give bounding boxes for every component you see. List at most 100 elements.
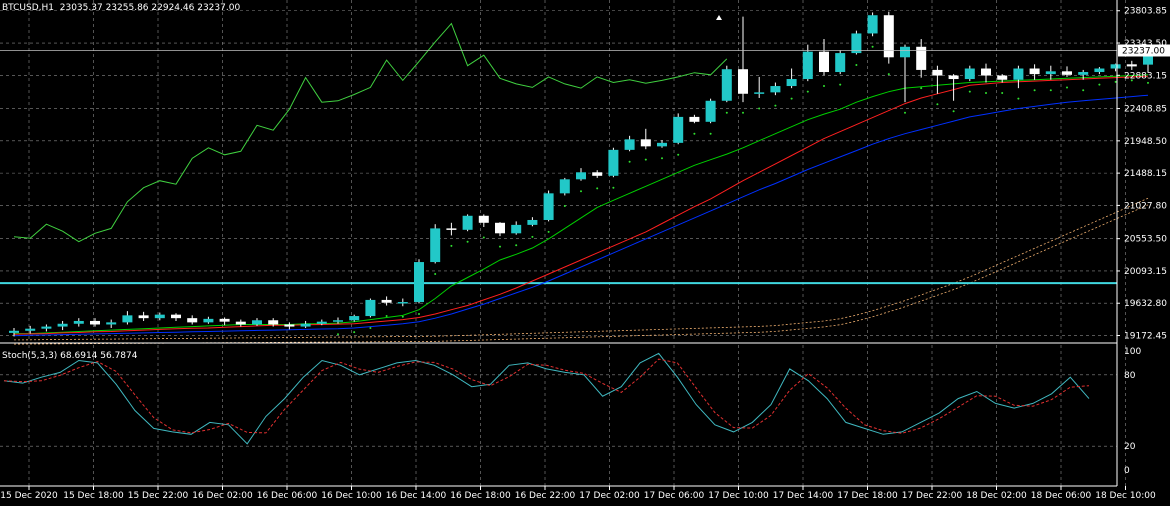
sar-dot-67: [1098, 83, 1101, 86]
candle-body-20: [333, 320, 343, 322]
candle-body-70: [1143, 50, 1153, 65]
sar-dot-54: [887, 73, 890, 76]
sar-dot-63: [1033, 89, 1036, 92]
sar-dot-57: [936, 103, 939, 106]
candle-body-3: [57, 323, 68, 327]
candle-body-55: [900, 46, 910, 58]
sar-dot-24: [401, 315, 404, 318]
x-tick-label-1: 15 Dec 18:00: [63, 491, 124, 501]
x-tick-label-15: 18 Dec 02:00: [966, 491, 1027, 501]
x-tick-label-17: 18 Dec 10:00: [1095, 491, 1156, 501]
sar-dot-68: [1114, 80, 1117, 83]
ma-mid-line: [13, 75, 1149, 335]
candle-body-57: [932, 69, 943, 76]
sar-dot-49: [806, 90, 809, 93]
candle-body-8: [138, 315, 149, 319]
sar-dot-46: [758, 107, 761, 110]
open-value: 23035.37: [59, 3, 103, 13]
sar-dot-40: [661, 157, 663, 160]
candle-body-22: [365, 299, 376, 317]
candle-body-65: [1062, 71, 1072, 75]
candle-body-51: [835, 53, 846, 73]
candle-body-45: [738, 69, 748, 94]
sar-dot-37: [612, 186, 615, 189]
candle-body-26: [430, 228, 441, 263]
sar-dot-44: [725, 111, 728, 114]
sar-dot-26: [434, 272, 437, 275]
candle-body-35: [576, 172, 586, 180]
x-tick-label-12: 17 Dec 14:00: [773, 491, 834, 501]
x-tick-label-5: 16 Dec 10:00: [321, 491, 382, 501]
x-tick-label-6: 16 Dec 14:00: [386, 491, 447, 501]
sar-dot-21: [353, 331, 356, 334]
x-tick-label-4: 16 Dec 06:00: [257, 491, 318, 501]
sar-dot-48: [790, 97, 793, 100]
x-tick-label-13: 17 Dec 18:00: [837, 491, 898, 501]
sar-dot-52: [855, 64, 858, 67]
sar-dot-58: [952, 110, 955, 113]
osc-tick-label-2: 20: [1124, 442, 1136, 452]
candle-body-16: [268, 320, 279, 325]
osc-tick-label-1: 80: [1124, 371, 1136, 381]
sar-dot-30: [499, 245, 501, 248]
sar-dot-56: [920, 87, 923, 90]
candle-body-9: [154, 314, 165, 319]
candle-body-19: [316, 321, 327, 324]
sar-dot-35: [580, 190, 582, 193]
candle-body-52: [851, 33, 862, 54]
sar-dot-69: [1130, 79, 1133, 82]
candle-body-0: [9, 330, 19, 333]
candle-body-23: [381, 299, 392, 303]
shift-marker-icon[interactable]: [716, 15, 722, 20]
sar-dot-66: [1082, 89, 1085, 92]
symbol-label: BTCUSD,H1: [2, 3, 55, 13]
sar-dot-25: [418, 312, 420, 315]
candle-body-50: [819, 51, 829, 73]
candle-body-67: [1094, 68, 1105, 73]
x-tick-label-2: 15 Dec 22:00: [128, 491, 189, 501]
chikou-line: [13, 22, 728, 243]
sar-dot-50: [823, 85, 825, 88]
current-price-text: 23237.00: [1122, 46, 1165, 56]
candle-body-60: [981, 68, 991, 76]
x-tick-label-3: 16 Dec 02:00: [192, 491, 253, 501]
candle-body-6: [106, 322, 117, 325]
candle-body-10: [171, 314, 181, 319]
y-tick-label-5: 21488.15: [1124, 169, 1167, 179]
sar-dot-65: [1066, 86, 1068, 89]
candle-body-32: [527, 219, 538, 225]
x-tick-label-14: 17 Dec 22:00: [902, 491, 963, 501]
sar-dot-20: [337, 333, 339, 336]
sar-dot-36: [596, 187, 599, 190]
candle-body-15: [252, 320, 262, 325]
osc-tick-label-0: 100: [1124, 347, 1141, 357]
parabolic-sar: [337, 45, 1149, 336]
sar-dot-29: [482, 236, 485, 239]
candle-body-13: [219, 318, 230, 322]
high-value: 23255.86: [105, 3, 149, 13]
sar-dot-31: [515, 244, 518, 247]
x-tick-label-0: 15 Dec 2020: [0, 491, 58, 501]
y-tick-label-4: 21948.50: [1124, 137, 1167, 147]
sar-dot-42: [693, 132, 696, 135]
moving-averages: [13, 74, 1149, 337]
candle-body-63: [1029, 68, 1040, 75]
candle-body-5: [90, 320, 100, 325]
candle-body-2: [41, 326, 52, 329]
x-tick-label-8: 16 Dec 22:00: [515, 491, 576, 501]
candle-body-62: [1013, 68, 1024, 80]
x-tick-label-10: 17 Dec 06:00: [644, 491, 705, 501]
candle-body-39: [640, 139, 651, 147]
stoch-signal-line: [3, 358, 1090, 434]
stochastic-oscillator: [3, 352, 1090, 445]
candle-body-31: [511, 224, 522, 234]
candle-body-12: [203, 318, 214, 323]
sar-dot-62: [1017, 97, 1020, 100]
sar-dot-53: [871, 45, 874, 48]
sar-dot-51: [839, 83, 842, 86]
candle-body-41: [673, 116, 684, 143]
y-tick-label-1: 23343.50: [1124, 39, 1167, 49]
sar-dot-23: [385, 315, 388, 318]
